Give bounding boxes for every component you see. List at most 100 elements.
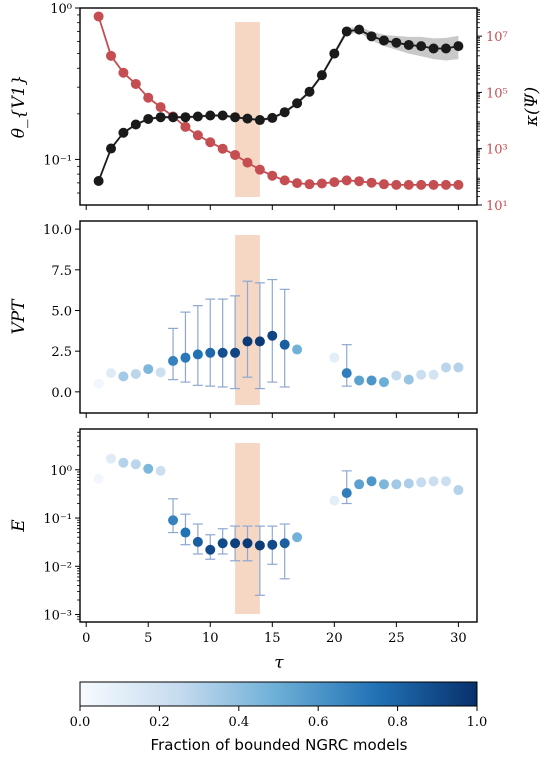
data-point (254, 336, 265, 347)
axes-frame (79, 220, 478, 414)
panel-1: 10⁻¹ 10⁰ θ_{V1} 10¹ 10³ 10⁵ 10⁷ κ(Ψ) (9, 2, 542, 214)
theta-uncertainty-band (98, 26, 459, 182)
colorbar: 0.0 0.2 0.4 0.6 0.8 1.0 Fraction of bounded N… (70, 681, 488, 754)
x-tick-label: 10 (202, 631, 219, 646)
data-point (155, 367, 166, 378)
data-point (106, 453, 117, 464)
kappa-point (304, 179, 315, 190)
theta-point (329, 48, 340, 59)
data-point (428, 369, 439, 380)
theta-point (403, 39, 414, 50)
data-point (279, 339, 290, 350)
y-axis-label: θ_{V1} (9, 75, 29, 138)
theta-point (292, 98, 303, 109)
colorbar-tick-label: 0.0 (70, 715, 91, 730)
data-point (366, 375, 377, 386)
kappa-point (118, 67, 129, 78)
data-point (354, 375, 365, 386)
y2-tick-label: 10¹ (486, 199, 508, 214)
theta-point (106, 143, 117, 154)
theta-point (279, 107, 290, 118)
theta-point (453, 41, 464, 52)
x-tick-label: 30 (450, 631, 467, 646)
kappa-point (155, 102, 166, 113)
data-point (279, 538, 290, 549)
kappa-point (366, 177, 377, 188)
theta-point (143, 113, 154, 124)
kappa-point (230, 149, 241, 160)
kappa-point (416, 179, 427, 190)
data-point (329, 352, 340, 363)
kappa-point (453, 179, 464, 190)
kappa-point (279, 175, 290, 186)
y-tick-label: 10⁻¹ (43, 153, 72, 168)
x-tick-label: 25 (388, 631, 405, 646)
data-point (428, 476, 439, 487)
y2-tick-label: 10⁵ (486, 86, 508, 101)
kappa-point (143, 92, 154, 103)
x-axis-label: τ (274, 653, 284, 673)
data-point (341, 368, 352, 379)
data-point (93, 473, 104, 484)
theta-point (267, 112, 278, 123)
data-point (416, 369, 427, 380)
kappa-point (242, 157, 253, 168)
kappa-point (267, 170, 278, 181)
theta-point (130, 119, 141, 130)
data-point (180, 527, 191, 538)
theta-point (155, 112, 166, 123)
data-point (168, 515, 179, 526)
colorbar-label: Fraction of bounded NGRC models (151, 736, 408, 754)
y-tick-label: 7.5 (51, 264, 72, 279)
colorbar-tick-label: 0.2 (149, 715, 170, 730)
y-tick-label: 10⁻³ (43, 609, 72, 624)
theta-point (242, 113, 253, 124)
data-point (130, 459, 141, 470)
data-point (118, 371, 129, 382)
data-point (230, 347, 241, 358)
theta-point (341, 26, 352, 37)
data-point (416, 477, 427, 488)
y-axis-label: E (9, 519, 29, 533)
theta-point (93, 176, 104, 187)
data-point (440, 362, 451, 373)
data-point (217, 347, 228, 358)
panel-3: 0 5 10 15 20 25 30 10⁻³ 10⁻² 10⁻¹ 10⁰ E (9, 428, 478, 646)
kappa-point (130, 78, 141, 89)
data-point (205, 544, 216, 555)
y-tick-label: 2.5 (51, 345, 72, 360)
theta-point (205, 110, 216, 121)
data-point (242, 538, 253, 549)
theta-point (168, 112, 179, 123)
y-tick-label: 10.0 (43, 223, 72, 238)
y2-tick-label: 10⁷ (486, 30, 508, 45)
x-tick-label: 0 (82, 631, 90, 646)
kappa-point (428, 179, 439, 190)
data-point (267, 330, 278, 341)
kappa-point (341, 175, 352, 186)
data-point (192, 536, 203, 547)
colorbar-tick-label: 0.6 (308, 715, 329, 730)
colorbar-tick-label: 1.0 (467, 715, 488, 730)
kappa-point (106, 50, 117, 61)
theta-point (354, 24, 365, 35)
theta-point (440, 43, 451, 54)
y-tick-label: 10⁻¹ (43, 512, 72, 527)
x-tick-label: 15 (264, 631, 281, 646)
kappa-point (292, 178, 303, 189)
theta-point (254, 115, 265, 126)
data-point (453, 485, 464, 496)
data-point (93, 378, 104, 389)
kappa-point (378, 179, 389, 190)
theta-point (391, 37, 402, 48)
data-point (217, 538, 228, 549)
data-point (378, 479, 389, 490)
kappa-point (254, 164, 265, 175)
data-point (403, 374, 414, 385)
y-axis-label: VPT (9, 298, 29, 335)
y-tick-label: 0.0 (51, 386, 72, 401)
y-tick-label: 10⁰ (50, 2, 72, 17)
theta-point (416, 41, 427, 52)
data-point (205, 347, 216, 358)
